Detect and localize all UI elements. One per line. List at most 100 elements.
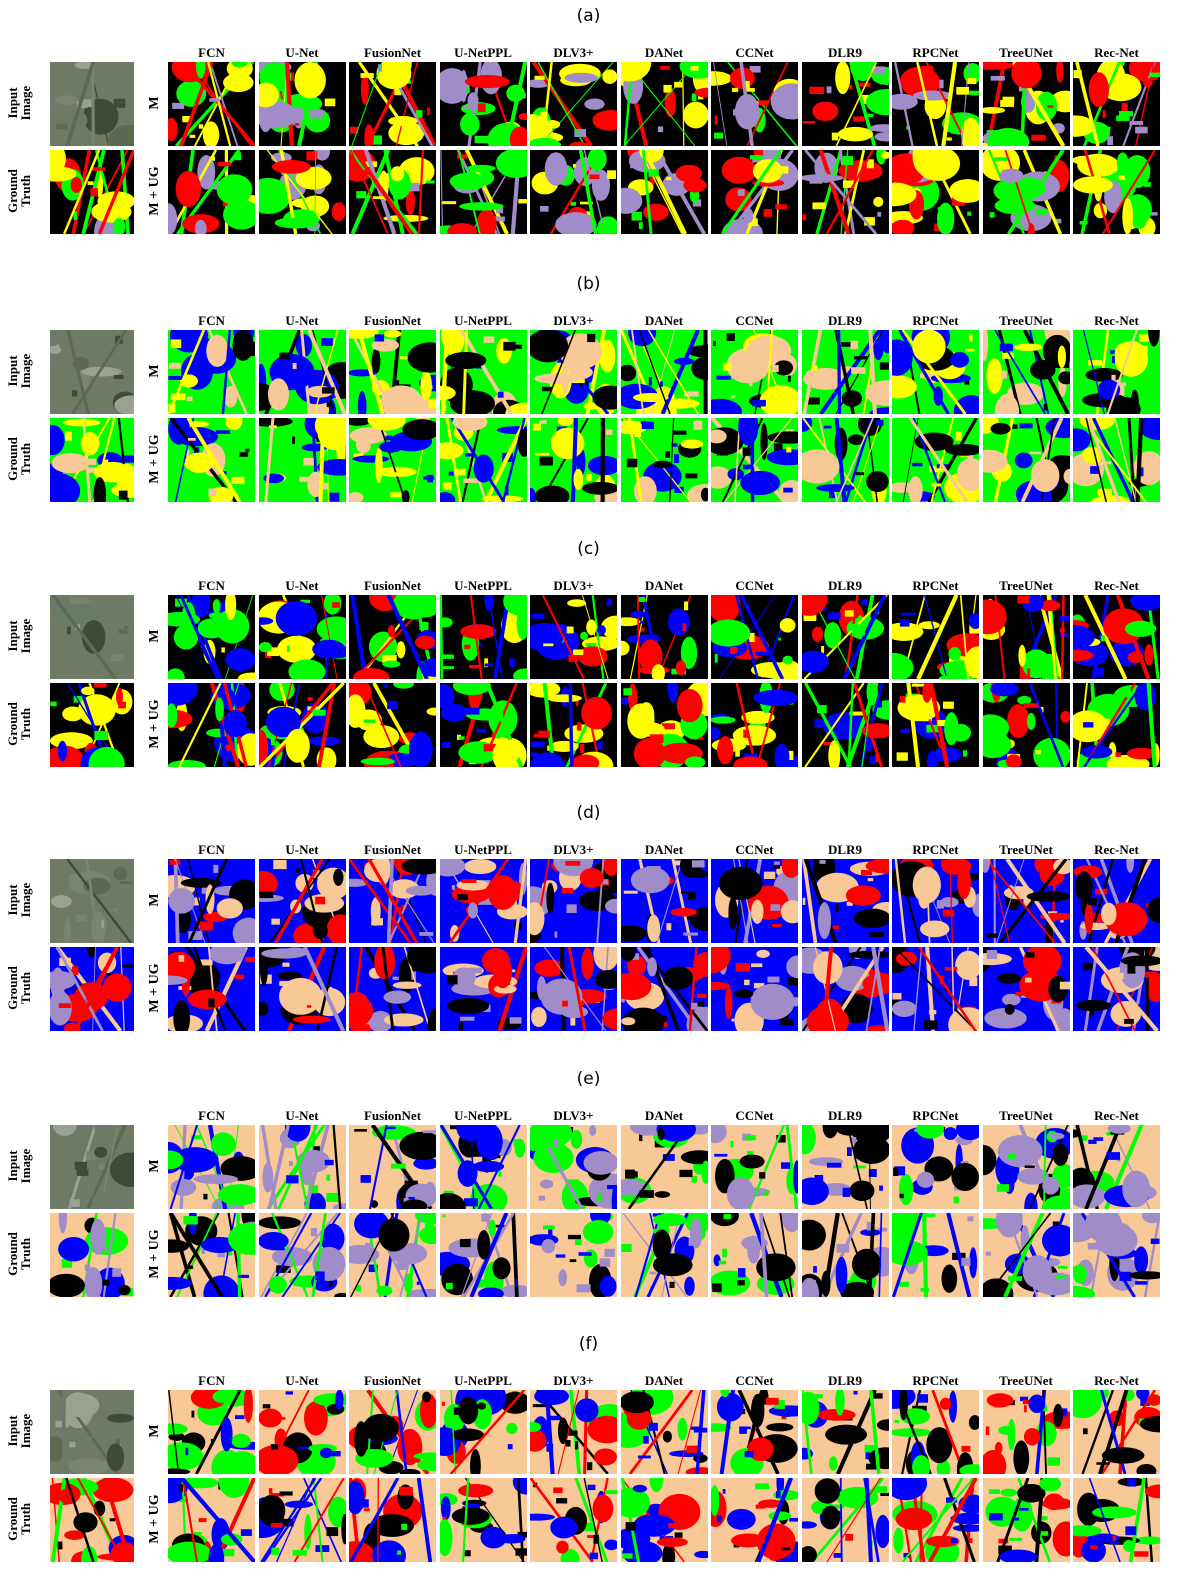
segmentation-m-tile — [801, 62, 889, 146]
method-header: Rec-Net — [1094, 1108, 1139, 1123]
method-header: Rec-Net — [1094, 1373, 1139, 1388]
segmentation-m-ug-tile — [349, 418, 436, 502]
method-header: CCNet — [735, 45, 774, 60]
input-image-label: Input Image — [5, 353, 33, 389]
segmentation-m-tile — [711, 1390, 798, 1474]
segmentation-m-ug-tile — [711, 1213, 798, 1297]
figure-panel: (e) Input Image Ground Truth M M + UG FCN U-Ne… — [0, 1063, 1177, 1325]
segmentation-m-tile — [530, 330, 617, 414]
method-header: FCN — [198, 578, 225, 593]
segmentation-m-ug-tile — [801, 418, 889, 502]
segmentation-m-ug-tile — [892, 418, 979, 502]
ground-truth-label: Ground Truth — [5, 169, 33, 213]
segmentation-m-tile — [982, 859, 1070, 943]
segmentation-m-tile — [168, 595, 255, 679]
segmentation-m-tile — [530, 595, 617, 679]
segmentation-m-tile — [982, 595, 1070, 679]
segmentation-m-ug-tile — [168, 1213, 255, 1297]
method-header: DANet — [644, 45, 684, 60]
panel-label: (b) — [576, 274, 601, 294]
segmentation-m-ug-tile — [711, 150, 798, 234]
segmentation-m-ug-tile — [1073, 947, 1160, 1031]
segmentation-m-ug-tile — [620, 1213, 708, 1297]
method-header: RPCNet — [912, 578, 959, 593]
method-header: RPCNet — [912, 313, 959, 328]
segmentation-m-ug-tile — [349, 1213, 436, 1297]
method-header: DANet — [644, 842, 684, 857]
row-label-m: M — [147, 629, 162, 643]
row-label-m: M — [147, 364, 162, 378]
segmentation-m-ug-tile — [892, 150, 979, 234]
panel-label: (e) — [576, 1069, 601, 1089]
row-label-m-ug: M + UG — [147, 963, 162, 1013]
segmentation-m-ug-tile — [439, 150, 527, 234]
method-header: U-Net — [285, 1373, 319, 1388]
segmentation-m-ug-tile — [620, 150, 708, 234]
segmentation-m-ug-tile — [530, 150, 617, 234]
segmentation-m-tile — [258, 859, 346, 943]
segmentation-m-tile — [258, 330, 346, 414]
method-header: FCN — [198, 1373, 225, 1388]
method-header: Rec-Net — [1094, 313, 1139, 328]
method-header: U-NetPPL — [454, 578, 512, 593]
segmentation-m-tile — [349, 595, 436, 679]
segmentation-m-tile — [892, 62, 979, 146]
method-header: U-Net — [285, 313, 319, 328]
input-image — [50, 595, 134, 679]
method-header: U-Net — [285, 1108, 319, 1123]
method-header: TreeUNet — [999, 578, 1053, 593]
method-header: FCN — [198, 313, 225, 328]
segmentation-m-ug-tile — [711, 1478, 798, 1562]
method-header: DANet — [644, 1108, 684, 1123]
segmentation-m-tile — [349, 1390, 436, 1474]
segmentation-m-tile — [258, 1390, 346, 1474]
method-header: Rec-Net — [1094, 842, 1139, 857]
method-header: DLV3+ — [553, 1373, 594, 1388]
segmentation-m-tile — [530, 62, 617, 146]
method-header: CCNet — [735, 578, 774, 593]
segmentation-m-ug-tile — [620, 947, 708, 1031]
segmentation-m-tile — [711, 1125, 798, 1209]
method-header: RPCNet — [912, 45, 959, 60]
segmentation-m-ug-tile — [801, 947, 889, 1031]
segmentation-m-tile — [439, 595, 527, 679]
segmentation-m-ug-tile — [1073, 1478, 1160, 1562]
ground-truth-label: Ground Truth — [5, 966, 33, 1010]
segmentation-m-tile — [801, 859, 889, 943]
row-label-m-ug: M + UG — [147, 699, 162, 749]
segmentation-m-tile — [620, 1390, 708, 1474]
method-header: FusionNet — [363, 842, 422, 857]
segmentation-m-ug-tile — [258, 947, 346, 1031]
ground-truth-label: Ground Truth — [5, 702, 33, 746]
input-image-label: Input Image — [5, 1148, 33, 1184]
segmentation-m-ug-tile — [711, 418, 798, 502]
segmentation-m-tile — [530, 1390, 617, 1474]
method-header: U-Net — [285, 578, 319, 593]
method-header: CCNet — [735, 313, 774, 328]
input-image — [50, 62, 134, 146]
method-header: RPCNet — [912, 842, 959, 857]
segmentation-m-tile — [1073, 859, 1160, 943]
segmentation-m-ug-tile — [349, 150, 436, 234]
ground-truth-label: Ground Truth — [5, 1232, 33, 1276]
method-header: U-NetPPL — [454, 842, 512, 857]
segmentation-m-ug-tile — [1073, 1213, 1160, 1297]
row-label-m: M — [147, 1159, 162, 1173]
row-label-m: M — [147, 96, 162, 110]
segmentation-m-tile — [620, 330, 708, 414]
method-header: FusionNet — [363, 578, 422, 593]
input-image — [50, 859, 134, 943]
segmentation-m-tile — [1073, 595, 1160, 679]
segmentation-m-ug-tile — [258, 683, 346, 767]
method-header: TreeUNet — [999, 45, 1053, 60]
ground-truth-image — [50, 1478, 134, 1562]
segmentation-m-tile — [892, 330, 979, 414]
segmentation-m-ug-tile — [258, 1478, 346, 1562]
segmentation-m-ug-tile — [982, 418, 1070, 502]
segmentation-m-tile — [1073, 1125, 1160, 1209]
row-label-m-ug: M + UG — [147, 1494, 162, 1544]
segmentation-m-tile — [892, 1390, 979, 1474]
segmentation-m-tile — [530, 1125, 617, 1209]
segmentation-m-tile — [620, 595, 708, 679]
ground-truth-image — [50, 947, 134, 1031]
